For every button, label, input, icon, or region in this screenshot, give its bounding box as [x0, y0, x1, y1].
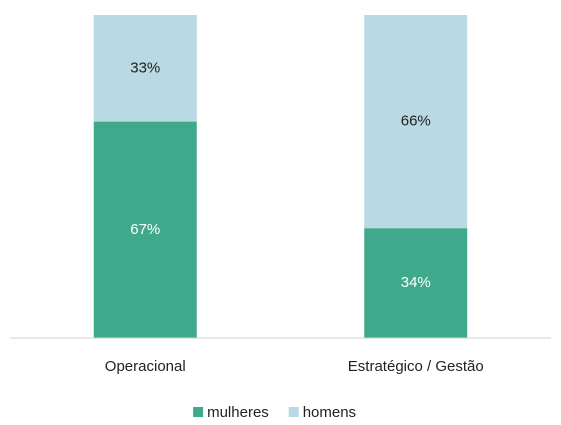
legend-swatch	[288, 407, 299, 417]
bar-segment	[93, 15, 197, 122]
bar-segment	[93, 121, 197, 338]
legend-swatch	[193, 407, 204, 417]
value-label: 67%	[130, 221, 160, 238]
value-label: 33%	[130, 59, 160, 76]
legend-label: mulheres	[207, 404, 269, 421]
x-tick-label: Operacional	[105, 358, 186, 375]
bar-segment	[364, 15, 468, 229]
bar-segment	[364, 228, 468, 338]
value-label: 34%	[401, 274, 431, 291]
legend-label: homens	[303, 404, 356, 421]
legend: mulheres homens	[193, 404, 356, 421]
value-label: 66%	[401, 113, 431, 130]
x-tick-label: Estratégico / Gestão	[348, 358, 484, 375]
